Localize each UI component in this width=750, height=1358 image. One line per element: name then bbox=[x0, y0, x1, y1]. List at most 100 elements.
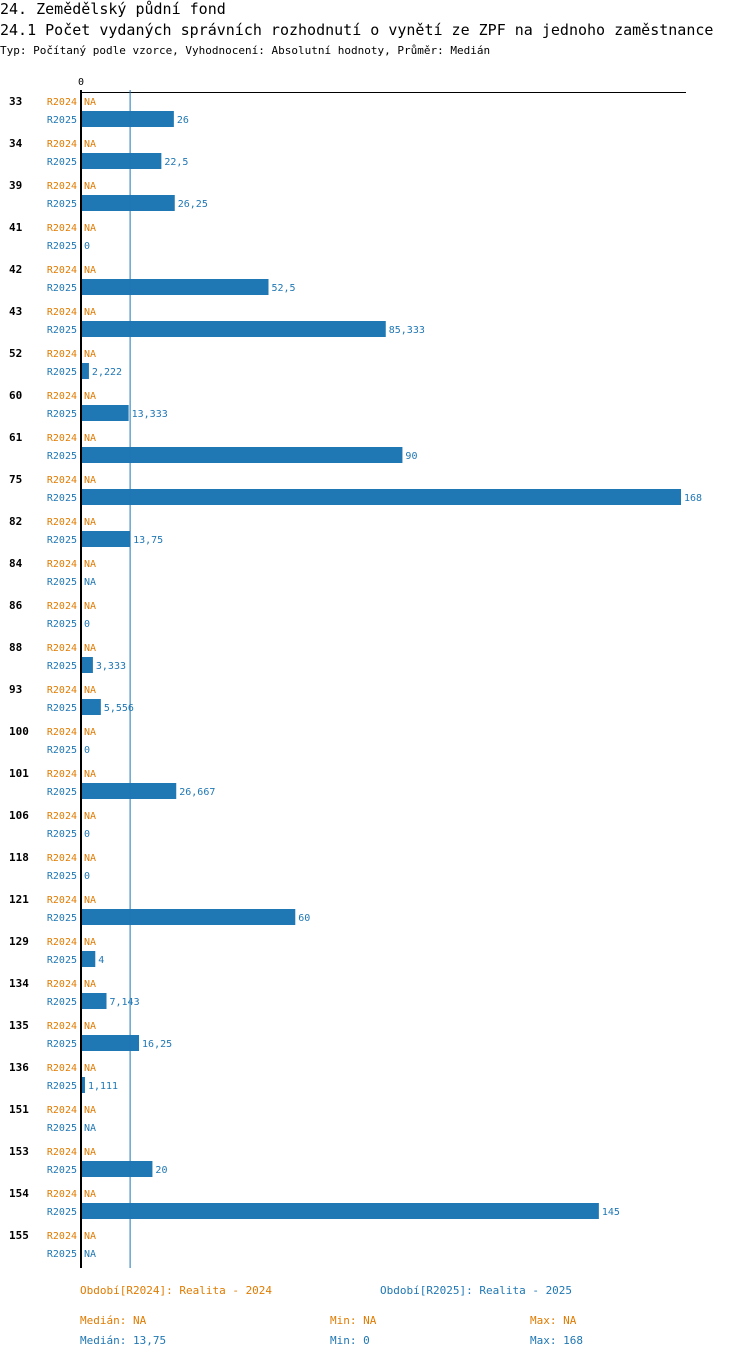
data-label-r2024: NA bbox=[84, 433, 96, 444]
series-label-r2025: R2025 bbox=[47, 1249, 77, 1260]
data-label-r2024: NA bbox=[84, 517, 96, 528]
series-label-r2025: R2025 bbox=[47, 1165, 77, 1176]
category-label: 75 bbox=[9, 473, 22, 486]
category-label: 151 bbox=[9, 1103, 29, 1116]
data-label-r2025: 0 bbox=[84, 745, 90, 756]
data-label-r2025: 2,222 bbox=[92, 367, 122, 378]
series-label-r2025: R2025 bbox=[47, 913, 77, 924]
data-label-r2025: NA bbox=[84, 1123, 96, 1134]
bar-r2025 bbox=[81, 279, 269, 295]
data-label-r2025: 5,556 bbox=[104, 703, 134, 714]
category-label: 84 bbox=[9, 557, 23, 570]
series-label-r2025: R2025 bbox=[47, 409, 77, 420]
series-label-r2025: R2025 bbox=[47, 241, 77, 252]
bar-r2025 bbox=[81, 699, 101, 715]
series-label-r2024: R2024 bbox=[47, 517, 77, 528]
data-label-r2024: NA bbox=[84, 979, 96, 990]
category-label: 100 bbox=[9, 725, 29, 738]
data-label-r2025: 26,25 bbox=[178, 199, 208, 210]
series-label-r2025: R2025 bbox=[47, 1207, 77, 1218]
series-label-r2025: R2025 bbox=[47, 829, 77, 840]
bar-r2025 bbox=[81, 1035, 140, 1051]
series-label-r2025: R2025 bbox=[47, 1081, 77, 1092]
category-label: 33 bbox=[9, 95, 22, 108]
data-label-r2025: 60 bbox=[298, 913, 310, 924]
series-label-r2025: R2025 bbox=[47, 1123, 77, 1134]
series-label-r2025: R2025 bbox=[47, 997, 77, 1008]
bar-r2025 bbox=[81, 321, 386, 337]
data-label-r2025: 26,667 bbox=[179, 787, 215, 798]
category-label: 154 bbox=[9, 1187, 29, 1200]
series-label-r2025: R2025 bbox=[47, 619, 77, 630]
bar-r2025 bbox=[81, 657, 93, 673]
data-label-r2025: 7,143 bbox=[110, 997, 140, 1008]
data-label-r2025: 22,5 bbox=[164, 157, 188, 168]
series-label-r2025: R2025 bbox=[47, 535, 77, 546]
series-label-r2024: R2024 bbox=[47, 979, 77, 990]
series-label-r2024: R2024 bbox=[47, 769, 77, 780]
data-label-r2025: 52,5 bbox=[272, 283, 296, 294]
bar-r2025 bbox=[81, 405, 129, 421]
bar-r2025 bbox=[81, 1161, 153, 1177]
series-label-r2024: R2024 bbox=[47, 349, 77, 360]
series-label-r2025: R2025 bbox=[47, 787, 77, 798]
max-2024: Max: NA bbox=[530, 1314, 577, 1327]
data-label-r2024: NA bbox=[84, 853, 96, 864]
data-label-r2025: 13,75 bbox=[133, 535, 163, 546]
category-label: 129 bbox=[9, 935, 29, 948]
data-label-r2025: 20 bbox=[155, 1165, 167, 1176]
data-label-r2024: NA bbox=[84, 1105, 96, 1116]
data-label-r2024: NA bbox=[84, 601, 96, 612]
bar-r2025 bbox=[81, 447, 403, 463]
series-label-r2025: R2025 bbox=[47, 577, 77, 588]
data-label-r2024: NA bbox=[84, 811, 96, 822]
bar-r2025 bbox=[81, 993, 107, 1009]
bar-r2025 bbox=[81, 1077, 85, 1093]
series-label-r2025: R2025 bbox=[47, 199, 77, 210]
data-label-r2025: 16,25 bbox=[142, 1039, 172, 1050]
data-label-r2024: NA bbox=[84, 559, 96, 570]
series-label-r2025: R2025 bbox=[47, 283, 77, 294]
data-label-r2025: NA bbox=[84, 1249, 96, 1260]
series-label-r2024: R2024 bbox=[47, 97, 77, 108]
series-label-r2025: R2025 bbox=[47, 745, 77, 756]
series-label-r2024: R2024 bbox=[47, 685, 77, 696]
data-label-r2024: NA bbox=[84, 181, 96, 192]
bar-r2025 bbox=[81, 531, 131, 547]
category-label: 52 bbox=[9, 347, 22, 360]
series-label-r2024: R2024 bbox=[47, 307, 77, 318]
data-label-r2024: NA bbox=[84, 769, 96, 780]
data-label-r2024: NA bbox=[84, 139, 96, 150]
series-label-r2024: R2024 bbox=[47, 895, 77, 906]
data-label-r2024: NA bbox=[84, 223, 96, 234]
bar-r2025 bbox=[81, 363, 89, 379]
data-label-r2024: NA bbox=[84, 1231, 96, 1242]
series-label-r2024: R2024 bbox=[47, 139, 77, 150]
data-label-r2025: 0 bbox=[84, 619, 90, 630]
data-label-r2024: NA bbox=[84, 895, 96, 906]
series-label-r2024: R2024 bbox=[47, 1189, 77, 1200]
data-label-r2024: NA bbox=[84, 265, 96, 276]
series-label-r2024: R2024 bbox=[47, 643, 77, 654]
chart-meta: Typ: Počítaný podle vzorce, Vyhodnocení:… bbox=[0, 44, 491, 57]
data-label-r2024: NA bbox=[84, 349, 96, 360]
series-label-r2024: R2024 bbox=[47, 475, 77, 486]
data-label-r2024: NA bbox=[84, 727, 96, 738]
category-label: 88 bbox=[9, 641, 22, 654]
category-label: 118 bbox=[9, 851, 29, 864]
series-label-r2024: R2024 bbox=[47, 601, 77, 612]
category-label: 41 bbox=[9, 221, 23, 234]
x-axis-tick-label: 0 bbox=[78, 77, 84, 88]
series-label-r2024: R2024 bbox=[47, 223, 77, 234]
category-label: 82 bbox=[9, 515, 22, 528]
data-label-r2024: NA bbox=[84, 643, 96, 654]
data-label-r2025: 1,111 bbox=[88, 1081, 118, 1092]
category-label: 60 bbox=[9, 389, 22, 402]
min-2025: Min: 0 bbox=[330, 1334, 370, 1347]
min-2024: Min: NA bbox=[330, 1314, 377, 1327]
series-label-r2024: R2024 bbox=[47, 1021, 77, 1032]
data-label-r2024: NA bbox=[84, 685, 96, 696]
series-label-r2024: R2024 bbox=[47, 433, 77, 444]
data-label-r2024: NA bbox=[84, 391, 96, 402]
